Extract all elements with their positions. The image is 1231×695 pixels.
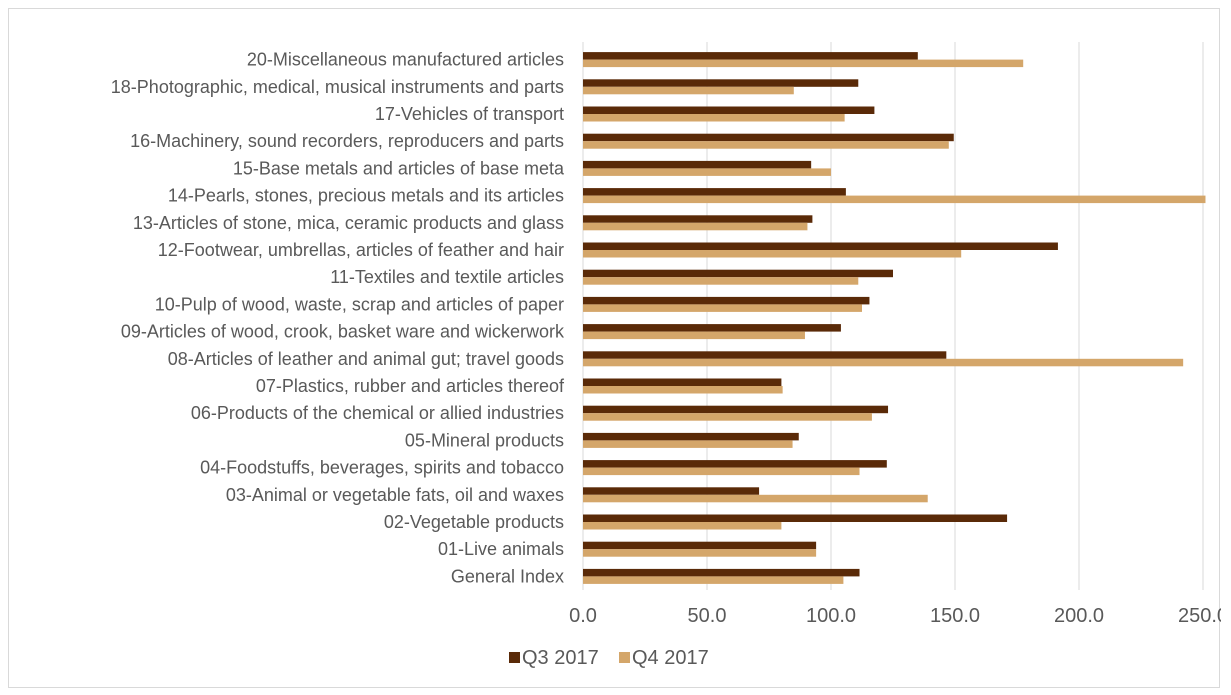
bar-q4 — [583, 250, 962, 258]
bar-q4 — [583, 304, 862, 312]
x-tick-label: 150.0 — [930, 605, 980, 627]
bar-q4 — [583, 114, 845, 122]
category-label: 15-Base metals and articles of base meta — [233, 158, 565, 178]
bar-q4 — [583, 277, 859, 285]
bar-q3 — [583, 405, 889, 414]
bar-q4 — [583, 195, 1206, 204]
bar-q4 — [583, 440, 793, 448]
category-label: 11-Textiles and textile articles — [330, 267, 564, 287]
bar-q3 — [583, 215, 813, 223]
bar-q3 — [583, 432, 799, 441]
bar-q3 — [583, 242, 1058, 250]
bar-q4 — [583, 576, 844, 584]
category-label: 09-Articles of wood, crook, basket ware … — [121, 322, 565, 342]
bar-q3 — [583, 487, 760, 495]
gridlines — [582, 42, 1204, 590]
category-labels: 20-Miscellaneous manufactured articles 18… — [111, 50, 565, 587]
bar-q3 — [583, 269, 893, 278]
legend: Q3 2017 Q4 2017 — [509, 647, 709, 669]
bar-q3 — [583, 514, 1008, 522]
category-label: 08-Articles of leather and animal gut; t… — [168, 349, 564, 369]
bar-q4 — [583, 413, 872, 421]
bar-q4 — [583, 86, 794, 95]
bar-q4 — [583, 386, 783, 394]
category-label: 17-Vehicles of transport — [375, 104, 564, 124]
bar-q4 — [583, 549, 817, 557]
category-label: 10-Pulp of wood, waste, scrap and articl… — [155, 294, 564, 314]
category-label: 13-Articles of stone, mica, ceramic prod… — [133, 213, 564, 233]
category-label: 01-Live animals — [438, 539, 564, 559]
bar-q3 — [583, 52, 918, 60]
category-label: 16-Machinery, sound recorders, reproduce… — [130, 131, 564, 151]
category-label: 20-Miscellaneous manufactured articles — [247, 50, 564, 70]
x-tick-label: 0.0 — [569, 605, 597, 627]
bar-q4 — [583, 59, 1024, 68]
bar-q3 — [583, 296, 870, 305]
category-label: General Index — [451, 566, 564, 586]
category-label: 02-Vegetable products — [384, 512, 564, 532]
bar-chart: 20-Miscellaneous manufactured articles 18… — [111, 42, 1221, 669]
category-label: 05-Mineral products — [405, 430, 564, 450]
bar-q4 — [583, 522, 782, 530]
category-label: 18-Photographic, medical, musical instru… — [111, 77, 564, 97]
bar-q4 — [583, 358, 1184, 367]
legend-label: Q3 2017 — [522, 647, 599, 669]
bar-q3 — [583, 351, 947, 359]
bar-q4 — [583, 331, 805, 340]
x-tick-label: 200.0 — [1054, 605, 1104, 627]
x-axis-ticks: 0.0 50.0 100.0 150.0 200.0 250.0 — [569, 605, 1221, 627]
bar-q4 — [583, 222, 808, 231]
bar-q3 — [583, 541, 817, 550]
bar-q4 — [583, 168, 831, 176]
bar-q3 — [583, 460, 887, 468]
bar-q3 — [583, 188, 846, 196]
category-label: 07-Plastics, rubber and articles thereof — [256, 376, 565, 396]
bar-q4 — [583, 494, 928, 503]
bar-q3 — [583, 106, 875, 114]
bar-q3 — [583, 133, 954, 142]
bar-q3 — [583, 378, 782, 386]
bar-q3 — [583, 568, 860, 577]
bar-q3 — [583, 160, 812, 169]
category-label: 03-Animal or vegetable fats, oil and wax… — [226, 485, 564, 505]
category-label: 06-Products of the chemical or allied in… — [191, 403, 564, 423]
x-tick-label: 100.0 — [806, 605, 856, 627]
bar-q3 — [583, 324, 841, 332]
chart-frame: 20-Miscellaneous manufactured articles 18… — [8, 8, 1221, 688]
category-label: 12-Footwear, umbrellas, articles of feat… — [158, 240, 564, 260]
bars — [583, 52, 1206, 584]
category-label: 14-Pearls, stones, precious metals and i… — [168, 186, 564, 206]
bar-q3 — [583, 79, 859, 87]
x-tick-label: 50.0 — [688, 605, 727, 627]
bar-q4 — [583, 141, 949, 149]
legend-swatch — [509, 652, 520, 663]
bar-q4 — [583, 467, 860, 476]
legend-label: Q4 2017 — [632, 647, 709, 669]
x-tick-label: 250.0 — [1178, 605, 1221, 627]
category-label: 04-Foodstuffs, beverages, spirits and to… — [200, 458, 564, 478]
legend-swatch — [619, 652, 630, 663]
